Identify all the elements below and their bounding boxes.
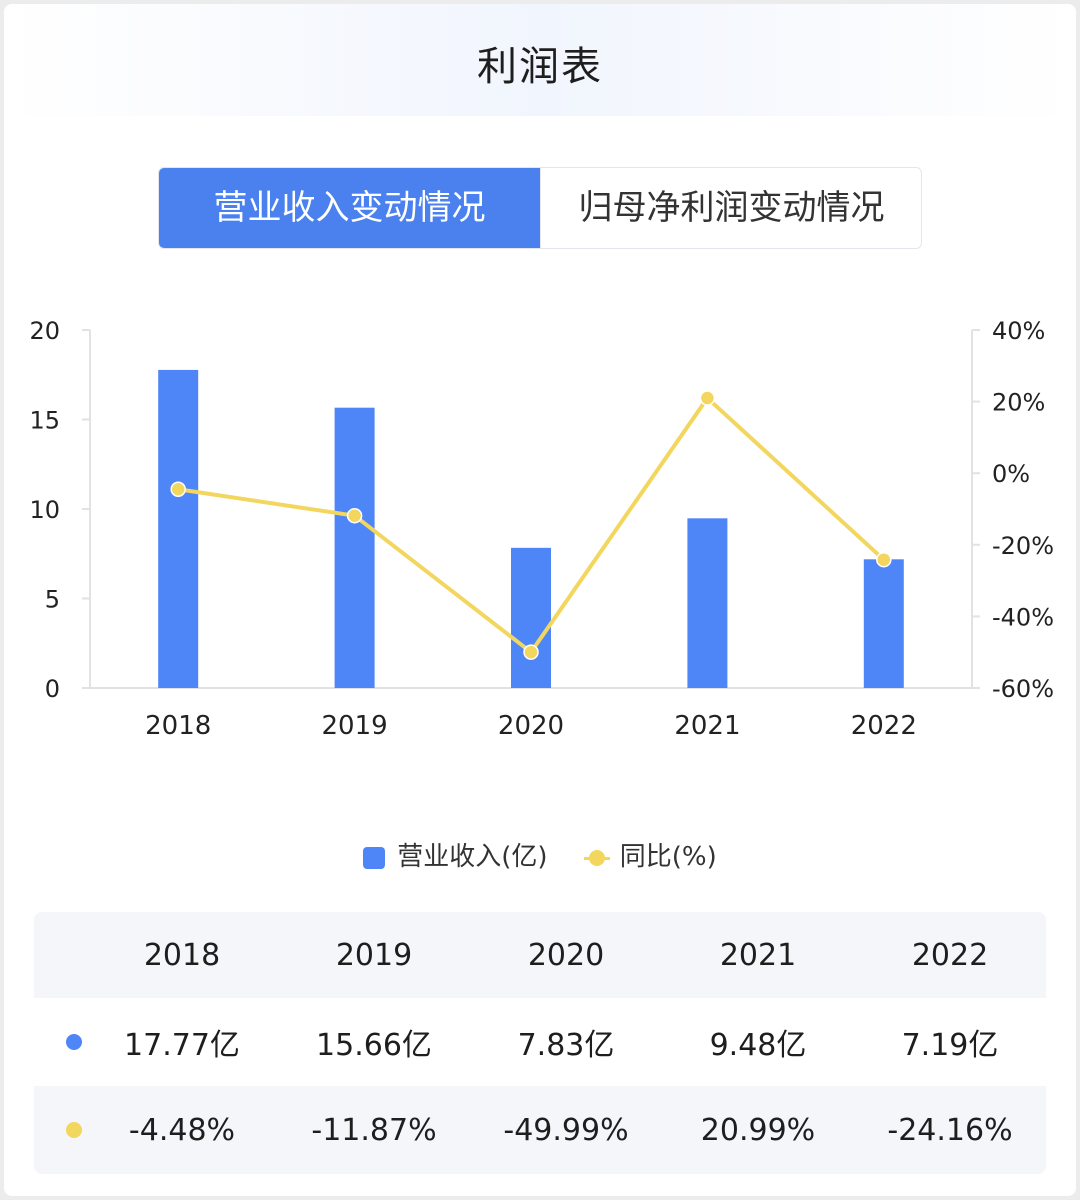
- right-axis-tick-label: -60%: [992, 675, 1054, 703]
- table-header-cell: 2018: [143, 937, 221, 973]
- tab-group: 营业收入变动情况 归母净利润变动情况: [158, 167, 922, 249]
- right-axis-tick-label: 40%: [992, 317, 1045, 345]
- line-swatch-icon: [583, 847, 610, 869]
- legend-label-yoy: 同比(%): [619, 842, 717, 872]
- table-cell: 15.66亿: [316, 1028, 432, 1063]
- x-axis-tick-label: 2018: [145, 711, 211, 741]
- right-axis-tick-label: -20%: [992, 532, 1054, 560]
- bar-swatch-icon: [363, 846, 386, 869]
- revenue-bar: [511, 547, 551, 688]
- right-axis-tick-label: 0%: [992, 460, 1030, 488]
- table-cell: -11.87%: [311, 1112, 437, 1148]
- revenue-bar: [158, 369, 199, 688]
- table-cell: -4.48%: [128, 1112, 236, 1148]
- page-title: 利润表: [477, 44, 603, 90]
- blue-dot-icon: [66, 1034, 82, 1050]
- left-axis-tick-label: 15: [29, 407, 60, 435]
- revenue-chart: 0 5 10 15 20 -60% -40% -20% 0% 20% 40% 2018 2019 2020…: [29, 317, 1054, 741]
- header-band: 利润表: [4, 4, 1076, 116]
- table-row-yoy: -4.48% -11.87% -49.99% 20.99% -24.16%: [34, 1086, 1046, 1174]
- tab-net-profit-change[interactable]: 归母净利润变动情况: [540, 168, 921, 248]
- yoy-point: [523, 644, 539, 660]
- table-header-cell: 2019: [335, 937, 413, 973]
- table-header-cell: 2020: [527, 937, 605, 973]
- table-cell: 7.19亿: [901, 1028, 999, 1063]
- yoy-point: [876, 551, 892, 568]
- yoy-point: [346, 507, 363, 524]
- x-axis-tick-label: 2019: [322, 711, 388, 741]
- table-header-cell: 2022: [911, 937, 989, 973]
- table-cell: 17.77亿: [124, 1028, 240, 1063]
- revenue-bar: [687, 518, 728, 688]
- x-axis-tick-label: 2020: [498, 711, 564, 741]
- yoy-point: [170, 481, 186, 497]
- legend-item-yoy[interactable]: 同比(%): [583, 836, 717, 873]
- revenue-bar: [334, 407, 375, 688]
- legend-item-revenue[interactable]: 营业收入(亿): [363, 836, 548, 873]
- income-statement-card: 利润表 营业收入变动情况 归母净利润变动情况 0 5 10 15 20 -60% -40% -…: [4, 4, 1076, 1196]
- x-axis-tick-label: 2021: [674, 711, 740, 741]
- table-cell: 7.83亿: [517, 1028, 615, 1063]
- left-axis-tick-label: 0: [45, 675, 60, 703]
- left-axis-tick-label: 10: [29, 496, 60, 524]
- table-header-row: 2018 2019 2020 2021 2022: [34, 912, 1046, 998]
- table-cell: -24.16%: [887, 1112, 1013, 1148]
- yoy-point: [699, 390, 716, 406]
- chart-legend: 营业收入(亿) 同比(%): [4, 836, 1076, 873]
- left-axis-tick-label: 20: [29, 317, 60, 345]
- revenue-bar: [863, 559, 904, 688]
- table-cell: 20.99%: [700, 1112, 816, 1148]
- right-axis-tick-label: -40%: [992, 603, 1054, 631]
- table-row-revenue: 17.77亿 15.66亿 7.83亿 9.48亿 7.19亿: [34, 998, 1046, 1086]
- data-table: 2018 2019 2020 2021 2022 17.77亿 15.66亿 7…: [34, 912, 1046, 1174]
- table-cell: -49.99%: [503, 1112, 629, 1148]
- legend-label-revenue: 营业收入(亿): [397, 842, 548, 872]
- table-header-cell: 2021: [719, 937, 797, 973]
- left-axis-tick-label: 5: [45, 586, 60, 614]
- yellow-dot-icon: [66, 1122, 82, 1138]
- tab-revenue-change[interactable]: 营业收入变动情况: [159, 168, 540, 248]
- right-axis-tick-label: 20%: [992, 389, 1045, 417]
- x-axis-tick-label: 2022: [851, 711, 917, 741]
- table-cell: 9.48亿: [709, 1028, 807, 1063]
